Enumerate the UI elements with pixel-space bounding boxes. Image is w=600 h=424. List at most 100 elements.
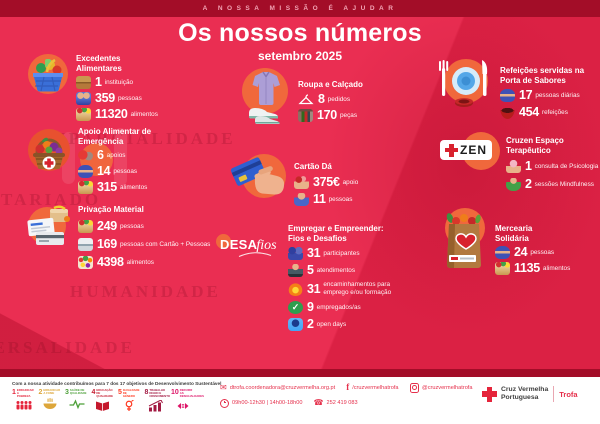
stat-value: 31	[307, 281, 321, 296]
participants-group-icon	[288, 247, 303, 261]
stat-label: alimentos	[130, 111, 158, 119]
stat-row: 1 instituição	[76, 76, 158, 90]
stat-value: 375€	[313, 174, 340, 189]
person-hat-icon	[500, 89, 515, 103]
section-mercearia-solidaria: Mercearia Solidária 24 pessoas 1135 alim…	[441, 208, 570, 276]
stat-label: participantes	[323, 249, 360, 257]
stat-row: 1135 alimentos	[495, 261, 570, 276]
sdg-book-icon	[96, 401, 109, 412]
logo-region: Trofa	[559, 389, 578, 399]
stat-row: 9 empregados/as	[288, 300, 415, 315]
stat-label: pessoas com Cartão + Pessoas	[119, 240, 211, 248]
section-title: Mercearia Solidária	[495, 224, 533, 243]
check-icon	[288, 301, 303, 315]
meal-plate-icon	[436, 58, 494, 110]
material-deprivation-cards-icon	[26, 205, 72, 247]
bottom-dark-strip	[0, 369, 600, 377]
sdg-number: 8	[144, 389, 149, 396]
section-cruzen: ZEN Cruzen Espaço Terapêutico 1 consulta…	[440, 132, 599, 192]
red-cross-logo-icon	[482, 386, 497, 402]
stat-value: 14	[97, 164, 111, 179]
logo-name: Cruz Vermelha Portuguesa	[501, 386, 548, 402]
sdg-bowl-icon	[43, 398, 57, 409]
facebook-icon: f	[346, 382, 350, 393]
stat-label: apoios	[106, 152, 126, 160]
sdg-tile-5: 5 Igualdade de género	[118, 388, 141, 419]
stat-row: 14 pessoas	[78, 164, 158, 179]
background-corner-shape	[0, 295, 170, 370]
stat-row: 24 pessoas	[495, 246, 570, 260]
stat-value: 5	[307, 263, 314, 278]
sdg-number: 1	[12, 389, 16, 396]
email-text: dtrofa.coordenadora@cruzvermelha.org.pt	[229, 384, 336, 391]
food-box-icon	[76, 108, 91, 122]
stat-value: 169	[97, 236, 117, 251]
food-surplus-basket-icon	[26, 54, 70, 100]
stat-value: 359	[95, 91, 115, 106]
instagram-text: @cruzvermelhatrofa	[422, 384, 473, 391]
stat-value: 454	[519, 105, 539, 120]
stat-row: 11 pessoas	[294, 191, 358, 206]
stat-label: consulta de Psicologia	[534, 163, 599, 171]
people-icon	[76, 92, 91, 106]
food-basket-icon	[78, 219, 93, 233]
watermark-voluntariado: VOLUNTARIADO	[0, 190, 102, 209]
stat-value: 8	[318, 91, 325, 106]
section-porta-sabores: Refeições servidas na Porta de Sabores 1…	[436, 58, 592, 120]
logo-line1: Cruz Vermelha	[501, 386, 549, 394]
logo-line2: Portuguesa	[501, 394, 539, 401]
stat-row: 4398 alimentos	[78, 254, 210, 269]
stat-value: 9	[307, 300, 314, 315]
section-title: Excedentes Alimentares	[76, 54, 122, 73]
section-excedentes-alimentares: Excedentes Alimentares 1 instituição 359…	[26, 54, 158, 122]
stat-label: empregados/as	[316, 303, 361, 311]
stat-row: 17 pessoas diárias	[500, 88, 592, 103]
sdg-row: 1 Erradicar a pobreza 2 Erradicar a fome 3…	[12, 388, 205, 419]
stat-label: refeições	[541, 109, 568, 117]
sdg-equality-icon	[177, 403, 188, 410]
stat-value: 249	[97, 218, 117, 233]
stat-row: 249 pessoas	[78, 218, 210, 233]
stat-value: 4398	[97, 254, 124, 269]
desafios-logo-dot-icon	[216, 234, 231, 249]
stat-value: 2	[525, 177, 532, 192]
stat-row: 2 open days	[288, 318, 415, 332]
meal-bowl-icon	[500, 106, 515, 120]
stat-row: 170 peças	[298, 108, 363, 122]
section-empregar-empreender: DESAfios Empregar e Empreender: Fios e D…	[216, 224, 415, 332]
facebook-text: /cruzvermelhatrofa	[352, 384, 399, 391]
sdg-label: Reduzir as desigualdades	[179, 388, 205, 399]
section-title: Privação Material	[78, 205, 144, 214]
stat-value: 31	[307, 246, 321, 261]
footer: Com a nossa atividade contribuímos para …	[0, 377, 600, 424]
clothing-shoes-icon	[240, 68, 292, 126]
person-icon	[294, 192, 309, 206]
service-desk-icon	[288, 264, 303, 278]
grocery-bag-heart-icon	[441, 208, 489, 272]
stat-label: pessoas	[530, 249, 555, 257]
stat-row: 169 pessoas com Cartão + Pessoas	[78, 236, 211, 251]
sdg-number: 4	[91, 389, 96, 396]
section-title: Cartão Dá	[294, 162, 332, 171]
sdg-label: Igualdade de género	[122, 388, 140, 399]
stat-row: 8 pedidos	[298, 91, 363, 106]
stat-row: 359 pessoas	[76, 91, 158, 106]
sdg-label: Erradicar a pobreza	[16, 388, 34, 399]
stat-value: 11	[313, 191, 326, 206]
stat-value: 1135	[514, 261, 540, 276]
contact-phone: ☎ 252 419 083	[314, 399, 358, 407]
chat-bubble-icon	[288, 318, 303, 332]
stat-value: 17	[519, 88, 533, 103]
stat-value: 6	[97, 148, 104, 163]
red-cross-icon	[445, 143, 458, 157]
stat-row: 315 alimentos	[78, 181, 158, 195]
sdg-caption: Com a nossa atividade contribuímos para …	[12, 381, 222, 386]
desafios-logo-text-2: fios	[256, 238, 277, 253]
stat-label: apoio	[342, 178, 359, 186]
sdg-label: Educação de qualidade	[96, 388, 114, 399]
sdg-people-icon	[16, 401, 31, 410]
stat-label: pessoas	[119, 222, 144, 230]
mission-banner: A NOSSA MISSÃO É AJUDAR	[0, 0, 600, 17]
section-title: Roupa e Calçado	[298, 80, 363, 89]
hands-brain-icon	[506, 160, 521, 174]
